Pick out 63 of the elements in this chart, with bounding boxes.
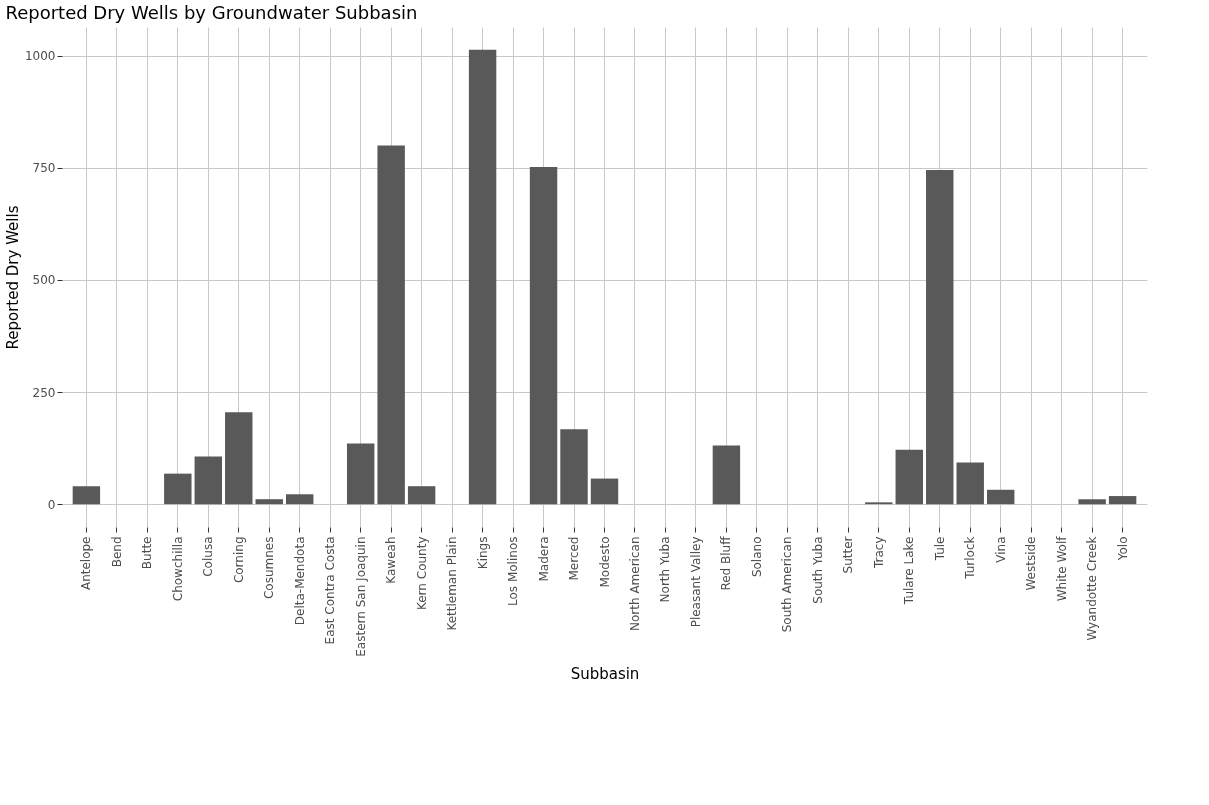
bar <box>712 445 741 505</box>
x-tick-label: Pleasant Valley <box>688 536 703 628</box>
x-tick-label: Kaweah <box>384 536 399 584</box>
x-tick-label: Turlock <box>963 536 978 580</box>
bar <box>590 478 619 505</box>
bar <box>926 170 954 505</box>
x-tick-label: Modesto <box>597 536 612 588</box>
bar <box>225 412 253 505</box>
x-tick-label: Delta-Mendota <box>292 536 307 626</box>
y-tick-label: 1000 <box>24 49 56 64</box>
bar <box>956 462 984 505</box>
y-tick-label: 750 <box>32 161 56 176</box>
x-tick-label: Corning <box>231 536 246 584</box>
x-tick-label: Merced <box>567 536 582 581</box>
x-tick-label: Cosumnes <box>262 536 277 600</box>
x-tick-label: South Yuba <box>810 536 825 604</box>
bar <box>529 166 558 505</box>
bar <box>407 486 436 505</box>
x-tick-label: Kings <box>475 536 490 570</box>
x-tick-label: Kern County <box>414 536 429 611</box>
x-tick-label: Tule <box>932 536 947 562</box>
x-tick-label: Kettleman Plain <box>445 536 460 631</box>
bar <box>1108 496 1137 505</box>
x-tick-label: North American <box>627 536 642 631</box>
bar <box>346 443 375 505</box>
bar <box>286 494 314 505</box>
x-tick-label: Westside <box>1024 536 1039 591</box>
x-tick-label: Sutter <box>841 536 856 574</box>
x-tick-label: Red Bluff <box>719 535 734 591</box>
chart-title: Reported Dry Wells by Groundwater Subbasin <box>5 2 418 23</box>
x-tick-label: Butte <box>140 536 155 570</box>
x-tick-label: Yolo <box>1115 536 1130 562</box>
bar <box>1078 499 1106 505</box>
x-tick-label: Eastern San Joaquin <box>353 536 368 657</box>
bar <box>255 499 283 505</box>
x-tick-label: Tracy <box>871 536 886 570</box>
x-tick-label: Tulare Lake <box>902 536 917 606</box>
x-tick-label: Wyandotte Creek <box>1085 536 1100 641</box>
bar <box>895 449 923 505</box>
x-tick-label: Vina <box>993 536 1008 563</box>
x-tick-label: Solano <box>749 536 764 578</box>
y-tick-label: 250 <box>32 385 56 400</box>
bar <box>72 486 101 505</box>
y-tick-label: 0 <box>47 497 56 512</box>
y-tick-label: 500 <box>32 273 56 288</box>
x-tick-label: White Wolf <box>1054 535 1069 602</box>
bar <box>986 489 1015 505</box>
bar <box>560 429 588 505</box>
x-tick-label: Chowchilla <box>170 536 185 602</box>
x-tick-label: East Contra Costa <box>323 536 338 645</box>
bar <box>194 456 223 505</box>
x-tick-label: South American <box>780 536 795 633</box>
x-tick-label: Antelope <box>79 536 94 591</box>
x-axis-title: Subbasin <box>570 664 640 683</box>
y-axis-title: Reported Dry Wells <box>3 205 22 350</box>
bar <box>468 49 497 505</box>
bar <box>164 473 192 505</box>
x-tick-label: Madera <box>536 536 551 582</box>
x-tick-label: Bend <box>109 536 124 568</box>
x-tick-label: Colusa <box>201 536 216 577</box>
x-tick-label: North Yuba <box>658 536 673 603</box>
x-tick-label: Los Molinos <box>506 536 521 606</box>
bar <box>377 145 405 505</box>
